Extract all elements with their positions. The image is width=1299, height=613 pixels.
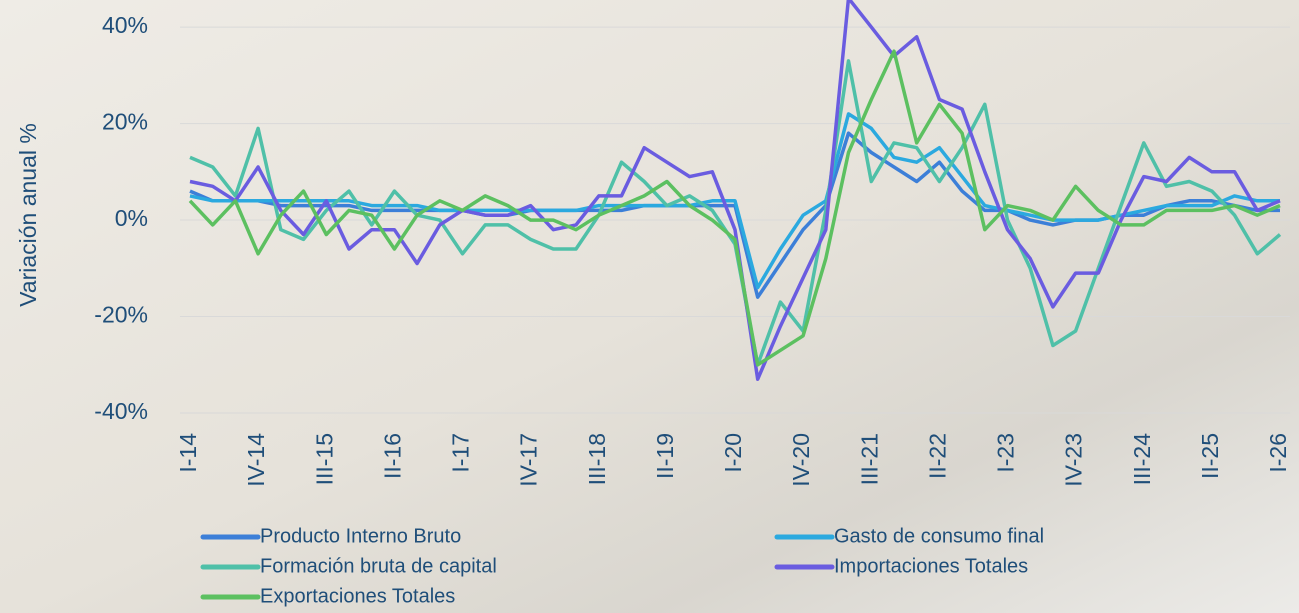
x-tick-label: I-17 <box>448 433 474 473</box>
x-tick-label: II-22 <box>924 433 950 479</box>
x-tick-label: III-15 <box>311 433 337 485</box>
x-tick-label: III-24 <box>1129 433 1155 486</box>
x-tick-label: I-20 <box>720 433 746 473</box>
x-tick-label: I-14 <box>175 433 201 473</box>
y-tick-label: -20% <box>94 302 148 328</box>
x-tick-label: III-21 <box>856 433 882 485</box>
legend-label: Formación bruta de capital <box>260 555 497 577</box>
legend-label: Producto Interno Bruto <box>260 525 461 547</box>
x-tick-label: II-19 <box>652 433 678 479</box>
x-tick-label: IV-20 <box>788 433 814 487</box>
x-tick-label: IV-23 <box>1061 433 1087 487</box>
legend-label: Gasto de consumo final <box>834 525 1044 547</box>
series-line <box>189 0 1281 381</box>
y-axis-label: Variación anual % <box>15 123 41 307</box>
x-tick-label: I-26 <box>1265 433 1291 473</box>
y-tick-label: 20% <box>102 109 148 135</box>
y-tick-label: 40% <box>102 12 148 38</box>
legend: Producto Interno Bruto Gasto de consumo f… <box>200 525 1044 607</box>
legend-label: Importaciones Totales <box>834 555 1028 577</box>
x-tick-label: I-23 <box>993 433 1019 473</box>
x-tick-label: IV-14 <box>243 433 269 487</box>
x-tick-label: IV-17 <box>516 433 542 487</box>
series-line <box>189 112 1280 290</box>
x-tick-label: II-25 <box>1197 433 1223 479</box>
y-tick-label: -40% <box>94 398 148 424</box>
x-tick-label: II-16 <box>379 433 405 479</box>
series-line <box>188 49 1281 367</box>
y-tick-label: 0% <box>115 205 148 231</box>
x-tick-label: III-18 <box>584 433 610 485</box>
legend-label: Exportaciones Totales <box>260 585 455 607</box>
